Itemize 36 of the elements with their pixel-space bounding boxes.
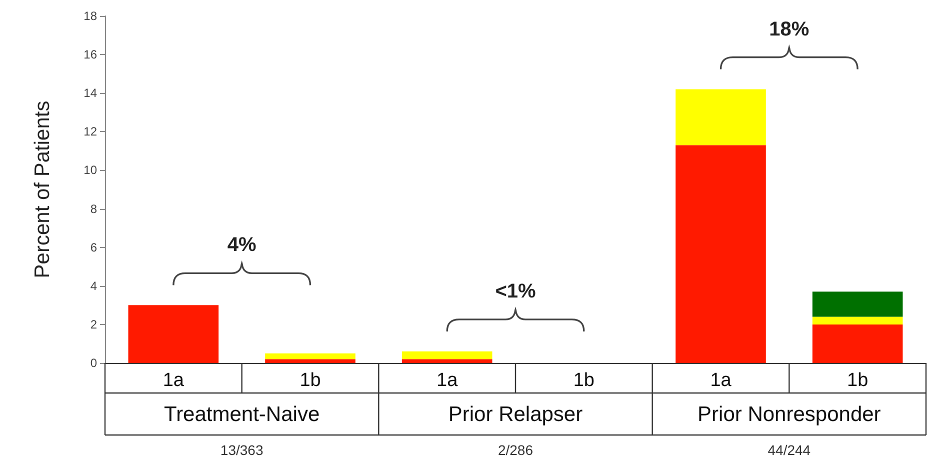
bar bbox=[128, 305, 219, 363]
x-tick-label: 1b bbox=[847, 370, 868, 391]
y-tick-label: 8 bbox=[90, 202, 98, 216]
bar bbox=[812, 292, 903, 317]
x-tick-label: 1b bbox=[300, 370, 321, 391]
x-tick-label: 1b bbox=[573, 370, 594, 391]
y-tick-label: 18 bbox=[84, 9, 98, 23]
y-axis-title: Percent of Patients bbox=[31, 100, 54, 278]
bar bbox=[812, 324, 903, 363]
bar bbox=[402, 359, 492, 363]
x-tick-label: 1a bbox=[710, 370, 732, 391]
text: Treatment-Naive bbox=[164, 403, 320, 426]
bar bbox=[676, 145, 766, 363]
y-tick-label: 14 bbox=[84, 86, 98, 100]
y-tick-label: 0 bbox=[90, 356, 98, 370]
y-tick-label: 16 bbox=[84, 48, 98, 62]
bar bbox=[265, 359, 356, 363]
y-tick-label: 2 bbox=[90, 317, 98, 332]
text: 13/363 bbox=[220, 442, 264, 458]
x-tick-label: 1a bbox=[162, 370, 184, 391]
x-tick-label: 1a bbox=[436, 370, 458, 391]
bar bbox=[812, 316, 903, 324]
text: Prior Relapser bbox=[448, 403, 583, 426]
text: 44/244 bbox=[768, 442, 811, 458]
bar bbox=[676, 89, 766, 146]
y-tick-label: 10 bbox=[84, 163, 98, 178]
annotation: <1% bbox=[495, 280, 536, 302]
y-tick-label: 6 bbox=[90, 240, 98, 254]
y-tick-label: 12 bbox=[84, 124, 98, 139]
annotation: 4% bbox=[227, 234, 257, 256]
text: Prior Nonresponder bbox=[698, 403, 881, 426]
text: 2/286 bbox=[498, 442, 534, 458]
y-tick-label: 4 bbox=[90, 278, 98, 293]
annotation: 18% bbox=[769, 18, 810, 40]
bar bbox=[402, 351, 492, 360]
bar bbox=[265, 353, 356, 360]
